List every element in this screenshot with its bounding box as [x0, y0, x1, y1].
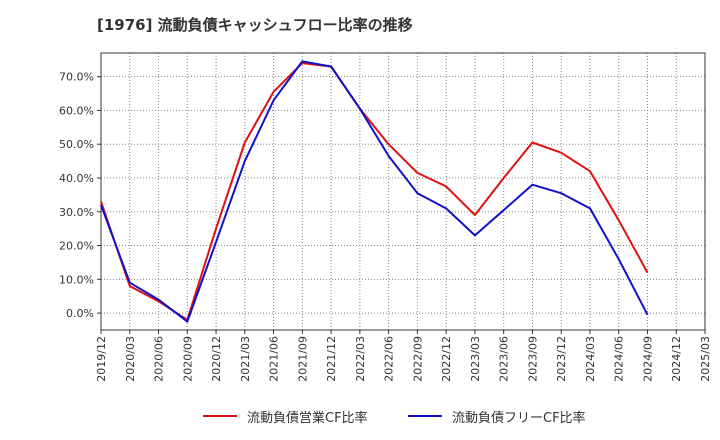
plot-area	[101, 53, 705, 330]
x-tick-label: 2020/12	[210, 336, 223, 382]
x-tick-label: 2021/03	[239, 336, 252, 382]
y-tick-label: 20.0%	[59, 240, 94, 253]
x-tick-label: 2021/09	[296, 336, 309, 382]
y-tick-label: 40.0%	[59, 172, 94, 185]
legend-swatch-free-cf	[408, 415, 442, 417]
legend-item-free-cf: 流動負債フリーCF比率	[408, 404, 586, 428]
y-tick-label: 10.0%	[59, 273, 94, 286]
x-tick-label: 2020/03	[124, 336, 137, 382]
x-tick-label: 2019/12	[95, 336, 108, 382]
x-tick-label: 2023/03	[469, 336, 482, 382]
x-tick-label: 2024/09	[641, 336, 654, 382]
series-line-free-cf	[100, 60, 649, 323]
legend-label-free-cf: 流動負債フリーCF比率	[452, 410, 586, 426]
legend-label-operating-cf: 流動負債営業CF比率	[247, 410, 368, 426]
x-tick-label: 2020/06	[153, 336, 166, 382]
chart-title: [1976] 流動負債キャッシュフロー比率の推移	[97, 16, 413, 34]
x-tick-label: 2021/06	[268, 336, 281, 382]
plot-frame	[100, 52, 706, 331]
y-tick-label: 60.0%	[59, 104, 94, 117]
x-tick-label: 2022/09	[411, 336, 424, 382]
x-tick-label: 2023/06	[498, 336, 511, 382]
x-tick-label: 2024/06	[613, 336, 626, 382]
x-tick-label: 2022/12	[440, 336, 453, 382]
x-tick-label: 2023/12	[555, 336, 568, 382]
x-tick-label: 2021/12	[325, 336, 338, 382]
legend-swatch-operating-cf	[203, 415, 237, 417]
series-line-operating-cf	[100, 62, 649, 321]
y-tick-label: 50.0%	[59, 138, 94, 151]
y-tick-label: 70.0%	[59, 71, 94, 84]
legend-item-operating-cf: 流動負債営業CF比率	[203, 404, 368, 428]
x-tick-label: 2024/12	[670, 336, 683, 382]
x-tick-label: 2022/03	[354, 336, 367, 382]
x-tick-label: 2020/09	[181, 336, 194, 382]
legend: 流動負債営業CF比率 流動負債フリーCF比率	[0, 404, 720, 428]
x-tick-label: 2022/06	[383, 336, 396, 382]
y-tick-label: 0.0%	[66, 307, 94, 320]
x-tick-label: 2024/03	[584, 336, 597, 382]
y-tick-label: 30.0%	[59, 206, 94, 219]
x-tick-label: 2025/03	[699, 336, 712, 382]
x-tick-label: 2023/09	[526, 336, 539, 382]
